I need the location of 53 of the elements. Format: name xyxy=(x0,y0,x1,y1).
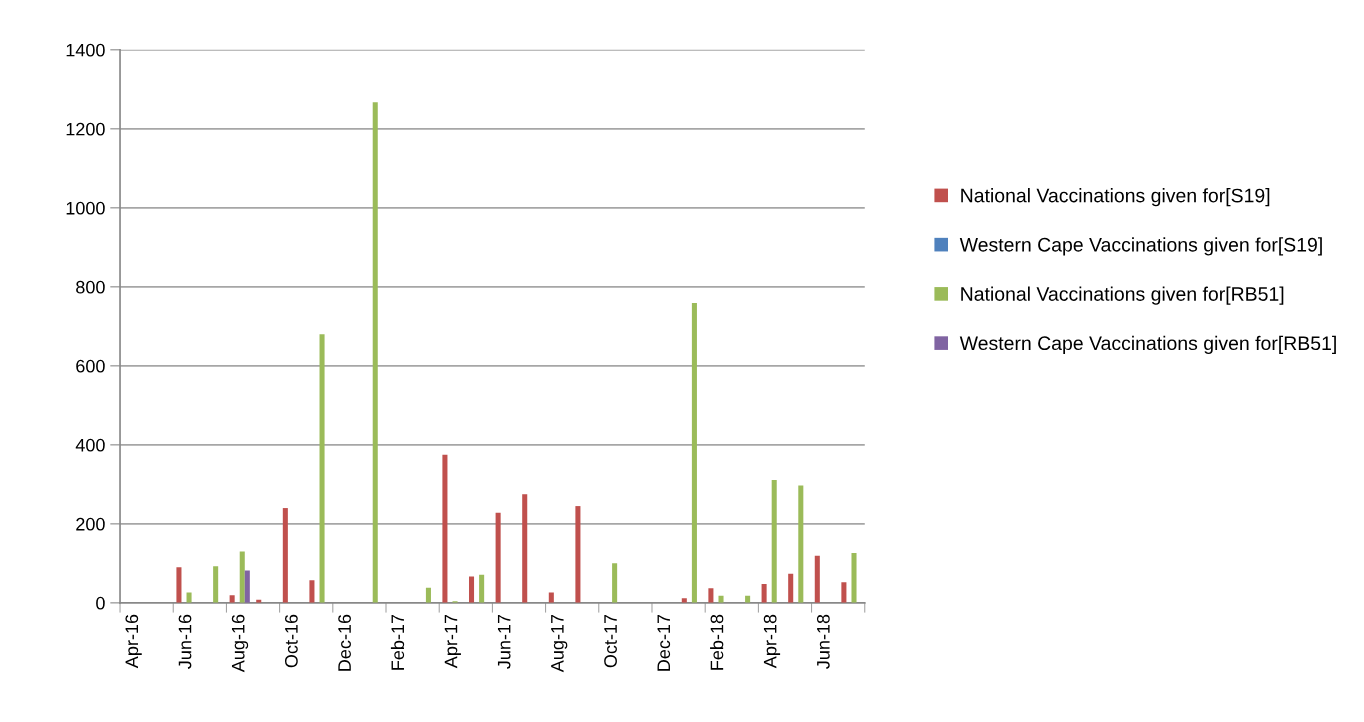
bar xyxy=(176,567,182,603)
bar xyxy=(708,588,714,603)
x-tick-label: Feb-18 xyxy=(710,614,724,670)
x-tick-label: Aug-16 xyxy=(231,614,249,673)
x-tick-label: Dec-17 xyxy=(657,614,671,671)
y-tick-label: 1000 xyxy=(66,201,105,215)
x-tick-label: Apr-17 xyxy=(444,614,461,669)
y-tick-label: 400 xyxy=(75,438,105,452)
y-tick-label: 800 xyxy=(76,280,105,294)
bar xyxy=(244,570,250,603)
bar xyxy=(814,555,820,603)
x-tick-label: Oct-17 xyxy=(604,614,617,668)
legend-label: National Vaccinations given for[RB51] xyxy=(961,286,1284,305)
bar xyxy=(372,102,378,603)
bar xyxy=(522,494,528,603)
y-tick-label: 0 xyxy=(96,596,105,610)
y-tick-label: 1400 xyxy=(66,43,105,57)
bar xyxy=(495,512,501,603)
x-tick-label: Aug-17 xyxy=(551,614,568,673)
bar xyxy=(771,480,777,603)
bar xyxy=(479,574,485,603)
bar xyxy=(612,563,618,603)
bar xyxy=(229,595,235,603)
bar xyxy=(469,576,475,603)
x-tick-label: Oct-16 xyxy=(284,614,298,668)
bar xyxy=(761,583,767,603)
bar xyxy=(718,595,724,603)
bar xyxy=(798,485,804,603)
bar xyxy=(575,506,581,603)
bar xyxy=(425,587,431,603)
x-tick-label: Jun-18 xyxy=(816,614,830,669)
legend-label: Western Cape Vaccinations given for[RB51] xyxy=(959,335,1336,354)
legend-label: Western Cape Vaccinations given for[S19] xyxy=(959,237,1322,256)
bar xyxy=(851,553,857,603)
y-tick-label: 1200 xyxy=(66,122,105,136)
bar xyxy=(691,303,697,603)
bar xyxy=(788,573,794,603)
x-tick-label: Feb-17 xyxy=(390,614,405,670)
bar xyxy=(319,334,325,603)
y-tick-label: 200 xyxy=(76,517,105,531)
bar xyxy=(282,508,288,603)
x-tick-label: Apr-16 xyxy=(125,614,142,669)
x-tick-label: Apr-18 xyxy=(763,614,781,669)
bar xyxy=(239,551,245,603)
bar xyxy=(213,566,219,603)
x-tick-label: Dec-16 xyxy=(338,614,351,671)
bar xyxy=(309,580,315,603)
legend-label: National Vaccinations given for[S19] xyxy=(961,188,1270,207)
bar xyxy=(841,582,847,603)
x-tick-label: Jun-16 xyxy=(178,614,192,669)
y-tick-label: 600 xyxy=(76,359,105,373)
x-tick-label: Jun-17 xyxy=(497,614,511,669)
bar xyxy=(442,454,448,603)
